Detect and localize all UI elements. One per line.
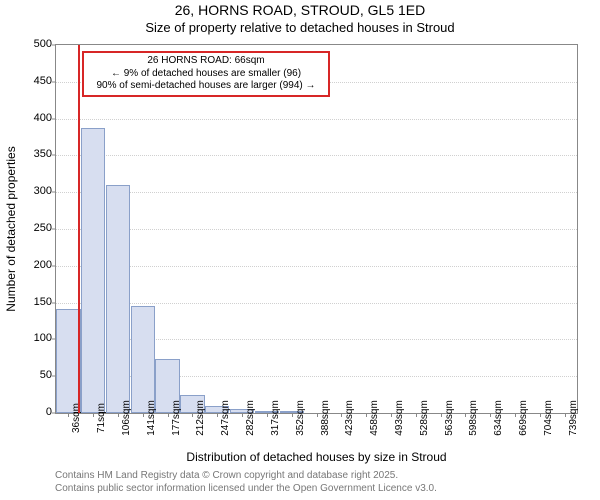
x-tick [93,413,94,417]
y-tick [52,302,56,303]
grid-line [56,155,577,156]
x-tick [68,413,69,417]
y-tick-label: 350 [12,148,52,160]
x-tick-label: 106sqm [121,400,132,436]
y-tick [52,118,56,119]
y-tick [52,192,56,193]
y-tick-label: 250 [12,222,52,234]
x-tick [565,413,566,417]
x-tick-label: 177sqm [171,400,182,436]
x-tick [540,413,541,417]
x-tick [317,413,318,417]
x-tick [143,413,144,417]
marker-line [78,45,80,413]
y-tick [52,45,56,46]
x-tick [515,413,516,417]
x-tick-label: 388sqm [320,400,331,436]
grid-line [56,229,577,230]
y-tick [52,229,56,230]
x-tick [267,413,268,417]
annotation-line: 90% of semi-detached houses are larger (… [88,80,324,93]
x-tick-label: 458sqm [369,400,380,436]
x-tick-label: 282sqm [245,400,256,436]
x-tick-label: 71sqm [96,403,107,433]
y-tick-label: 50 [12,369,52,381]
y-tick-label: 450 [12,75,52,87]
y-tick-label: 200 [12,259,52,271]
x-tick-label: 141sqm [146,400,157,436]
y-tick-label: 500 [12,38,52,50]
x-tick [490,413,491,417]
x-tick [217,413,218,417]
y-tick-label: 150 [12,296,52,308]
x-tick-label: 493sqm [394,400,405,436]
x-tick-label: 598sqm [468,400,479,436]
x-tick-label: 669sqm [518,400,529,436]
footer-line-2: Contains public sector information licen… [55,483,437,494]
x-tick [391,413,392,417]
chart-title: 26, HORNS ROAD, STROUD, GL5 1ED [0,2,600,18]
x-tick [341,413,342,417]
x-tick [465,413,466,417]
x-tick-label: 317sqm [270,400,281,436]
x-tick [242,413,243,417]
y-tick-label: 100 [12,332,52,344]
bar [131,306,155,413]
grid-line [56,303,577,304]
x-tick [192,413,193,417]
x-tick [366,413,367,417]
x-tick [441,413,442,417]
x-tick-label: 352sqm [295,400,306,436]
x-tick-label: 212sqm [195,400,206,436]
x-axis-label: Distribution of detached houses by size … [55,450,578,464]
x-tick-label: 423sqm [344,400,355,436]
x-tick-label: 563sqm [444,400,455,436]
x-tick-label: 528sqm [419,400,430,436]
y-tick-label: 0 [12,406,52,418]
y-tick [52,81,56,82]
chart-subtitle: Size of property relative to detached ho… [0,20,600,35]
y-tick-label: 300 [12,185,52,197]
y-tick [52,265,56,266]
x-tick [292,413,293,417]
footer-line-1: Contains HM Land Registry data © Crown c… [55,470,398,481]
x-tick-label: 739sqm [568,400,579,436]
x-tick-label: 247sqm [220,400,231,436]
x-tick [118,413,119,417]
annotation-box: 26 HORNS ROAD: 66sqm← 9% of detached hou… [82,51,330,97]
x-tick [416,413,417,417]
plot-area: 26 HORNS ROAD: 66sqm← 9% of detached hou… [55,44,578,414]
grid-line [56,192,577,193]
annotation-line: 26 HORNS ROAD: 66sqm [88,55,324,68]
y-tick-label: 400 [12,112,52,124]
bar [81,128,105,413]
x-tick-label: 634sqm [493,400,504,436]
bar [106,185,130,413]
x-tick [168,413,169,417]
grid-line [56,266,577,267]
grid-line [56,119,577,120]
y-tick [52,155,56,156]
annotation-line: ← 9% of detached houses are smaller (96) [88,68,324,81]
x-tick-label: 704sqm [543,400,554,436]
